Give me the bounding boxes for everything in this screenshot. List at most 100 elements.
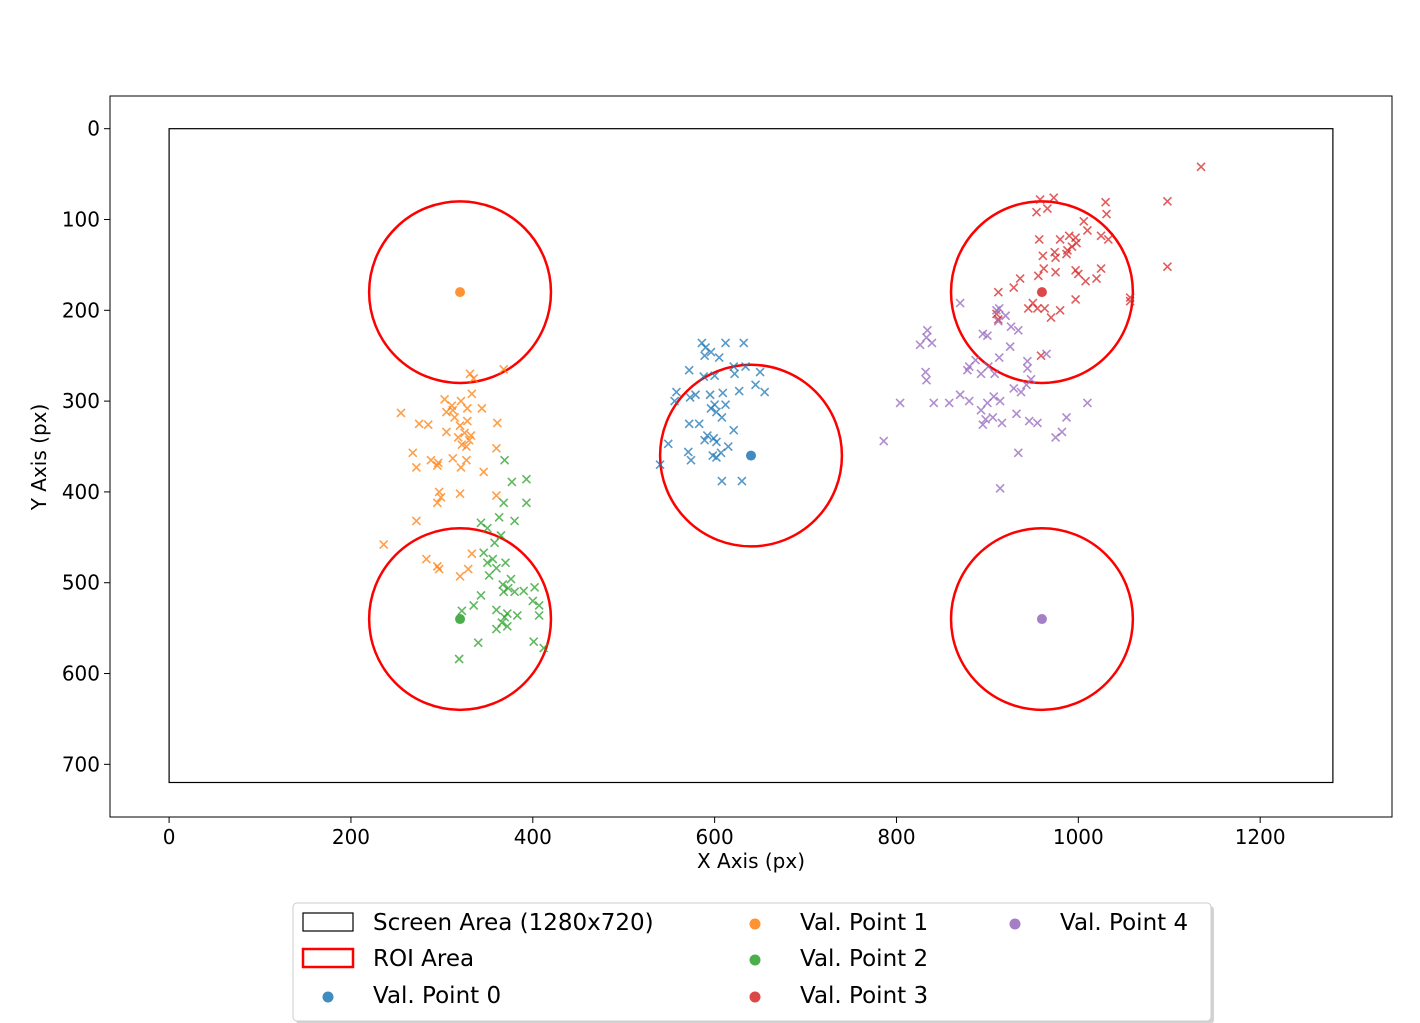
y-tick-label: 300 (62, 389, 100, 413)
gaze-point-marker (502, 621, 512, 631)
gaze-point-marker (477, 403, 487, 413)
gaze-point-marker (1073, 269, 1083, 279)
gaze-point-marker (739, 338, 749, 348)
gaze-point-marker (730, 369, 740, 379)
roi-circle (949, 526, 1135, 712)
x-tick-label: 1000 (1053, 825, 1104, 849)
gaze-point-marker (462, 416, 472, 426)
x-tick-label: 200 (332, 825, 370, 849)
gaze-point-marker (1005, 342, 1015, 352)
validation-point-marker (1036, 287, 1047, 298)
gaze-point-marker (500, 558, 511, 568)
gaze-point-marker (512, 610, 522, 620)
gaze-point-marker (711, 452, 722, 462)
gaze-point-marker (1022, 363, 1032, 373)
gaze-point-marker (1096, 231, 1106, 241)
gaze-point-marker (1061, 412, 1072, 423)
gaze-point-marker (484, 570, 494, 581)
gaze-point-marker (457, 606, 467, 616)
gaze-point-marker (491, 443, 501, 453)
x-tick-label: 400 (514, 825, 552, 849)
gaze-point-marker (1022, 356, 1032, 366)
gaze-point-marker (706, 403, 716, 413)
gaze-point-marker (491, 563, 501, 573)
gaze-point-marker (993, 287, 1003, 297)
gaze-point-marker (995, 396, 1005, 406)
gaze-point-marker (500, 612, 510, 622)
gaze-point-marker (710, 371, 720, 381)
gaze-point-marker (494, 512, 504, 522)
gaze-point-marker (448, 453, 458, 463)
gaze-point-marker (408, 448, 418, 458)
gaze-point-marker (717, 476, 727, 486)
gaze-point-marker (1034, 234, 1044, 245)
y-tick-label: 500 (62, 571, 100, 595)
gaze-point-marker (467, 389, 477, 399)
gaze-point-marker (510, 587, 520, 597)
gaze-point-marker (714, 352, 724, 363)
gaze-point-marker (1038, 251, 1048, 261)
legend-label: Val. Point 1 (800, 910, 928, 936)
legend-label: Val. Point 4 (1060, 910, 1188, 936)
gaze-point-marker (529, 637, 539, 647)
gaze-point-marker (411, 462, 421, 472)
legend-swatch (301, 947, 355, 969)
roi-circle (367, 200, 553, 385)
gaze-point-marker (955, 390, 965, 400)
gaze-point-marker (506, 574, 516, 584)
x-axis-label: X Axis (px) (697, 849, 805, 873)
y-tick-label: 100 (62, 207, 100, 231)
gaze-point-marker (482, 523, 492, 533)
validation-point-marker (746, 450, 756, 461)
gaze-point-marker (700, 351, 710, 361)
gaze-point-marker (720, 400, 731, 410)
gaze-point-marker (1096, 263, 1106, 274)
gaze-point-marker (491, 605, 501, 615)
gaze-point-marker (1103, 234, 1113, 245)
gaze-point-marker (1009, 283, 1019, 293)
gaze-point-marker (534, 600, 544, 610)
gaze-point-marker (1032, 303, 1042, 314)
gaze-point-marker (469, 373, 479, 383)
gaze-point-marker (421, 554, 431, 564)
gaze-point-marker (432, 461, 442, 471)
gaze-point-marker (1055, 305, 1065, 315)
gaze-point-marker (519, 586, 529, 596)
gaze-point-marker (482, 558, 492, 568)
gaze-point-marker (976, 405, 986, 415)
gaze-point-marker (1162, 262, 1172, 272)
gaze-point-marker (1101, 209, 1112, 219)
roi-circle (658, 363, 844, 548)
gaze-point-marker (702, 431, 712, 441)
gaze-point-marker (1125, 293, 1135, 303)
gaze-point-marker (750, 380, 761, 390)
gaze-point-marker (1033, 271, 1043, 281)
gaze-point-marker (490, 538, 500, 548)
gaze-point-marker (499, 587, 509, 597)
gaze-point-marker (1006, 322, 1016, 332)
gaze-point-marker (991, 309, 1002, 319)
x-tick-label: 0 (163, 825, 176, 849)
legend-label: ROI Area (373, 946, 474, 972)
gaze-point-marker (454, 654, 464, 664)
gaze-point-marker (492, 418, 502, 428)
gaze-point-marker (534, 610, 544, 620)
gaze-point-marker (683, 447, 693, 457)
gaze-point-marker (1016, 387, 1026, 397)
y-tick-label: 0 (87, 117, 100, 141)
x-tick-label: 600 (696, 825, 734, 849)
gaze-point-marker (955, 298, 965, 308)
roi-circle (367, 526, 553, 712)
gaze-point-marker (500, 455, 510, 465)
gaze-point-marker (663, 439, 673, 449)
gaze-point-marker (496, 530, 506, 541)
gaze-point-marker (432, 498, 442, 508)
gaze-point-marker (479, 467, 489, 477)
gaze-point-marker (760, 387, 770, 397)
gaze-point-marker (411, 516, 421, 526)
gaze-point-marker (455, 421, 465, 431)
gaze-point-marker (433, 458, 443, 468)
gaze-point-marker (1046, 313, 1056, 323)
gaze-point-marker (915, 340, 925, 350)
gaze-point-marker (1024, 416, 1034, 426)
